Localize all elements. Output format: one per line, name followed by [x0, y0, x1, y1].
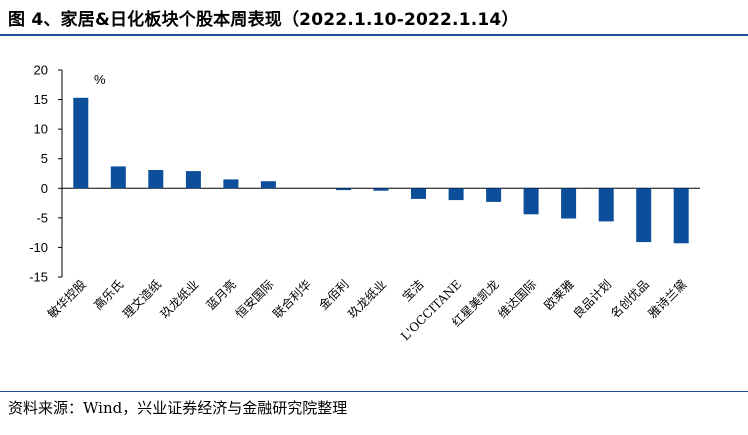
x-category-label: 名创优品 [607, 277, 652, 322]
chart-axes [58, 69, 700, 278]
title-bar: 图 4、家居&日化板块个股本周表现（2022.1.10-2022.1.14） [0, 0, 748, 36]
x-category-label: 恒安国际 [232, 277, 277, 322]
y-tick-label: -5 [36, 210, 48, 225]
y-unit-label: % [94, 72, 106, 87]
y-tick-label: 0 [41, 181, 48, 196]
x-category-label: 欧莱雅 [541, 277, 577, 313]
y-tick-label: 20 [34, 63, 48, 78]
x-category-label: 金佰利 [316, 277, 352, 313]
y-tick-label: -15 [29, 270, 48, 285]
bar [598, 188, 614, 222]
bar [73, 97, 89, 189]
bar [336, 188, 351, 191]
y-tick-label: 5 [41, 151, 48, 166]
bar [110, 166, 126, 189]
x-category-label: 玖龙纸业 [345, 277, 389, 321]
x-category-label: 敏华控股 [44, 277, 89, 322]
chart-title: 图 4、家居&日化板块个股本周表现（2022.1.10-2022.1.14） [8, 10, 519, 30]
x-category-label: 维达国际 [495, 277, 539, 321]
bar [223, 179, 239, 189]
y-tick-label: 10 [34, 122, 48, 137]
bar [448, 188, 464, 201]
y-tick-labels: -15 -10 -5 0 5 10 15 20 [29, 63, 48, 285]
bar [636, 188, 652, 243]
bar [486, 188, 502, 202]
x-category-label: 宝洁 [400, 277, 427, 304]
bar [561, 188, 577, 219]
x-category-label: 高乐氏 [90, 277, 126, 313]
bar [373, 188, 389, 191]
bar [673, 188, 689, 244]
bar [185, 171, 201, 189]
x-category-label: 蓝月亮 [203, 277, 239, 313]
chart-bars [73, 97, 689, 244]
bar [523, 188, 539, 215]
y-tick-label: 15 [34, 92, 48, 107]
footer-rule [0, 391, 748, 392]
bar [148, 170, 164, 189]
x-category-label: 理文造纸 [119, 277, 164, 322]
x-category-label: 联合利华 [270, 277, 315, 322]
y-tick-label: -10 [29, 240, 48, 255]
x-category-label: 玖龙纸业 [158, 277, 202, 321]
x-category-label: 雅诗兰黛 [645, 277, 690, 322]
source-note: 资料来源：Wind，兴业证券经济与金融研究院整理 [8, 399, 348, 417]
bar [260, 181, 276, 189]
bar [411, 188, 426, 199]
x-category-label: 良品计划 [570, 277, 615, 322]
